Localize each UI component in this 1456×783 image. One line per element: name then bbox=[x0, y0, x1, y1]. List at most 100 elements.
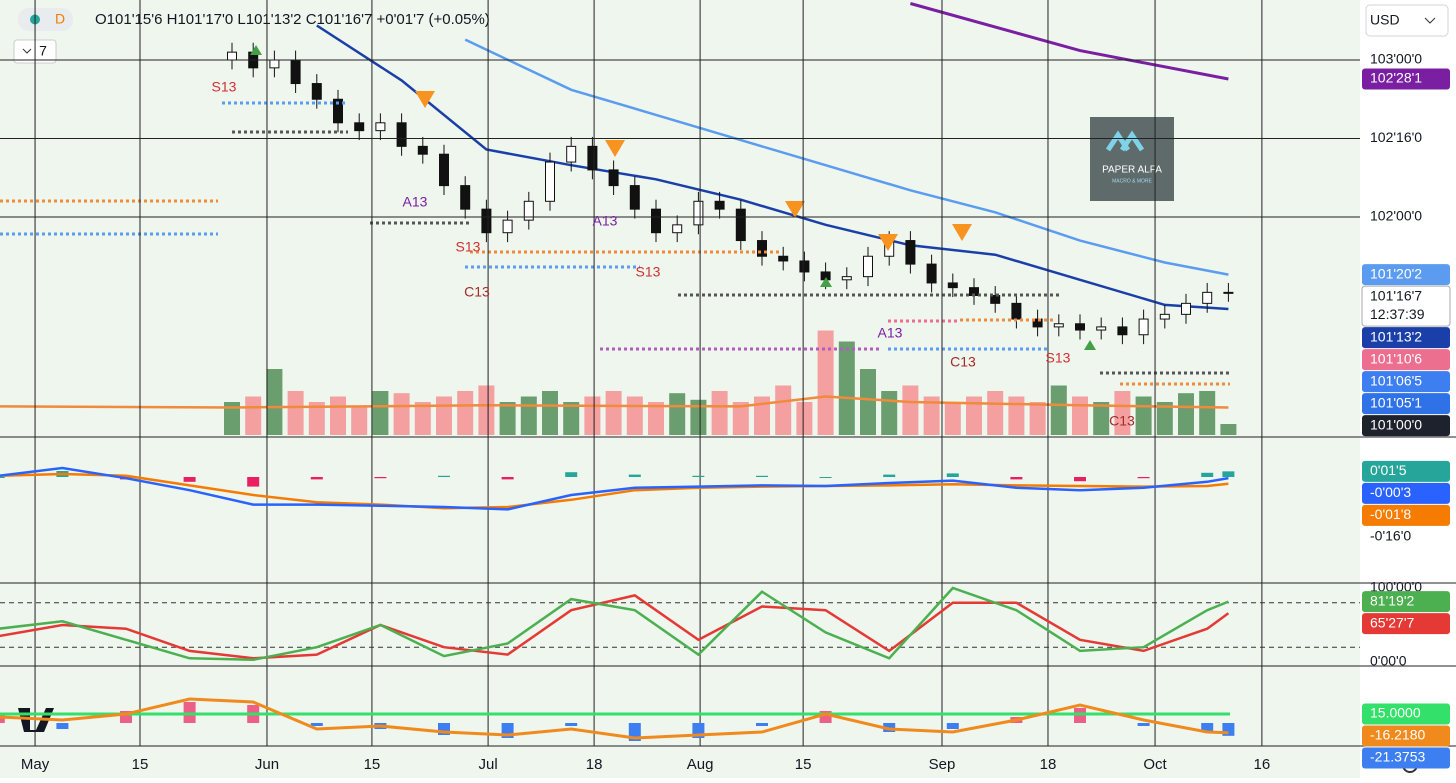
volume-bar bbox=[605, 391, 622, 435]
x-tick-label: 16 bbox=[1254, 756, 1271, 773]
macd-histogram-bar bbox=[501, 477, 514, 480]
candle-body bbox=[269, 59, 280, 69]
volume-bar bbox=[330, 396, 346, 435]
macd-histogram-bar bbox=[692, 475, 705, 477]
volume-bar bbox=[372, 391, 389, 435]
x-tick-label: May bbox=[21, 756, 50, 773]
candle-body bbox=[1181, 302, 1191, 315]
macd-histogram-bar bbox=[819, 477, 832, 478]
volume-bar bbox=[1135, 396, 1152, 435]
candle-body bbox=[757, 240, 767, 257]
macd-histogram-bar bbox=[1074, 477, 1086, 482]
candle-body bbox=[481, 208, 492, 234]
candle-body bbox=[672, 224, 683, 234]
candle-body bbox=[735, 208, 746, 242]
x-tick-label: Oct bbox=[1143, 756, 1167, 773]
axis-tag-label: 0'01'5 bbox=[1370, 462, 1407, 478]
macd-histogram-bar bbox=[1137, 477, 1150, 479]
watermark-box bbox=[1090, 117, 1174, 201]
osc-histogram-bar bbox=[1201, 723, 1214, 732]
candle-body bbox=[990, 295, 1001, 304]
macd-histogram-bar bbox=[1010, 477, 1023, 480]
candle-body bbox=[1096, 326, 1107, 331]
annotation: C13 bbox=[464, 284, 490, 300]
volume-bar bbox=[902, 385, 919, 435]
interval-badge[interactable]: D bbox=[55, 11, 65, 27]
axis-tag-label: -21.3753 bbox=[1370, 749, 1425, 765]
candle-body bbox=[417, 145, 428, 155]
candle-body bbox=[926, 263, 937, 284]
volume-bar bbox=[542, 391, 558, 435]
macd-histogram-bar bbox=[883, 474, 896, 477]
volume-bar bbox=[754, 396, 770, 435]
axis-tag bbox=[1362, 591, 1450, 613]
macd-histogram-bar bbox=[756, 475, 768, 477]
annotation: A13 bbox=[593, 213, 618, 229]
candle-body bbox=[778, 255, 789, 262]
sell-triangle bbox=[878, 234, 898, 251]
annotation: S13 bbox=[636, 264, 661, 280]
indicator-line bbox=[464, 38, 1229, 276]
axis-tag bbox=[1362, 460, 1450, 482]
candle-body bbox=[651, 208, 661, 234]
macd-histogram-bar bbox=[1222, 471, 1235, 477]
dropdown-chevron bbox=[1424, 17, 1436, 24]
axis-tag bbox=[1361, 285, 1451, 327]
y-tick-label: 102'00'0 bbox=[1370, 208, 1422, 224]
candle-body bbox=[1138, 318, 1149, 336]
volume-bar bbox=[1093, 402, 1110, 435]
volume-bar bbox=[266, 369, 283, 435]
candle-body bbox=[799, 260, 810, 273]
candle-body bbox=[905, 240, 916, 265]
volume-bar bbox=[414, 402, 431, 435]
chevron bbox=[22, 48, 32, 54]
candle-body bbox=[311, 83, 322, 100]
candle-body bbox=[375, 122, 386, 132]
volume-bar bbox=[520, 396, 537, 435]
volume-bar bbox=[224, 402, 240, 435]
osc-histogram-bar bbox=[56, 723, 69, 729]
axis-tag-label: -0'01'8 bbox=[1370, 506, 1411, 522]
signal-triangles bbox=[250, 45, 1096, 350]
currency-label: USD bbox=[1370, 12, 1400, 28]
volume-bar bbox=[478, 385, 495, 435]
volume-bar bbox=[860, 369, 876, 435]
candle-body bbox=[396, 122, 407, 147]
plot-background bbox=[0, 0, 1360, 778]
axis-tag-label: 102'28'1 bbox=[1370, 70, 1422, 86]
volume-bar bbox=[245, 396, 262, 435]
axis-tag bbox=[1362, 482, 1450, 504]
axis-tag bbox=[1362, 613, 1450, 635]
currency-selector[interactable] bbox=[1365, 4, 1449, 37]
volume-bar bbox=[648, 402, 664, 435]
volume-bar bbox=[393, 393, 410, 435]
osc-histogram-bar bbox=[565, 723, 578, 726]
ohlc-legend: O101'15'6 H101'17'0 L101'13'2 C101'16'7 … bbox=[95, 11, 490, 28]
volume-bar bbox=[457, 391, 474, 435]
watermark: PAPER ALFA MACRO & MORE bbox=[1090, 117, 1174, 201]
volume-bar bbox=[966, 396, 982, 435]
y-tick-label: 0'00'0 bbox=[1370, 653, 1407, 669]
countdown: 12:37:39 bbox=[1370, 306, 1425, 322]
axis-tag-label: 15.0000 bbox=[1370, 705, 1421, 721]
indicator-line bbox=[0, 466, 1229, 511]
volume-bar bbox=[1029, 402, 1046, 435]
y-tick-label: -0'16'0 bbox=[1370, 528, 1411, 544]
candle-body bbox=[841, 276, 852, 281]
candle-body bbox=[545, 161, 555, 202]
volume-bar bbox=[732, 402, 749, 435]
axis-tag bbox=[1362, 327, 1450, 349]
annotation: A13 bbox=[403, 194, 428, 210]
indicator-line bbox=[0, 395, 1229, 409]
candle-body bbox=[863, 255, 873, 278]
collapse-count: 7 bbox=[39, 43, 47, 59]
volume-bar bbox=[626, 396, 643, 435]
annotation: C13 bbox=[950, 354, 976, 370]
volume-bar bbox=[923, 396, 940, 435]
volume-bar bbox=[563, 402, 580, 435]
symbol-pill[interactable] bbox=[18, 8, 73, 31]
volume-bar bbox=[308, 402, 325, 435]
sell-triangle bbox=[415, 91, 435, 108]
candle-body bbox=[1159, 313, 1170, 320]
